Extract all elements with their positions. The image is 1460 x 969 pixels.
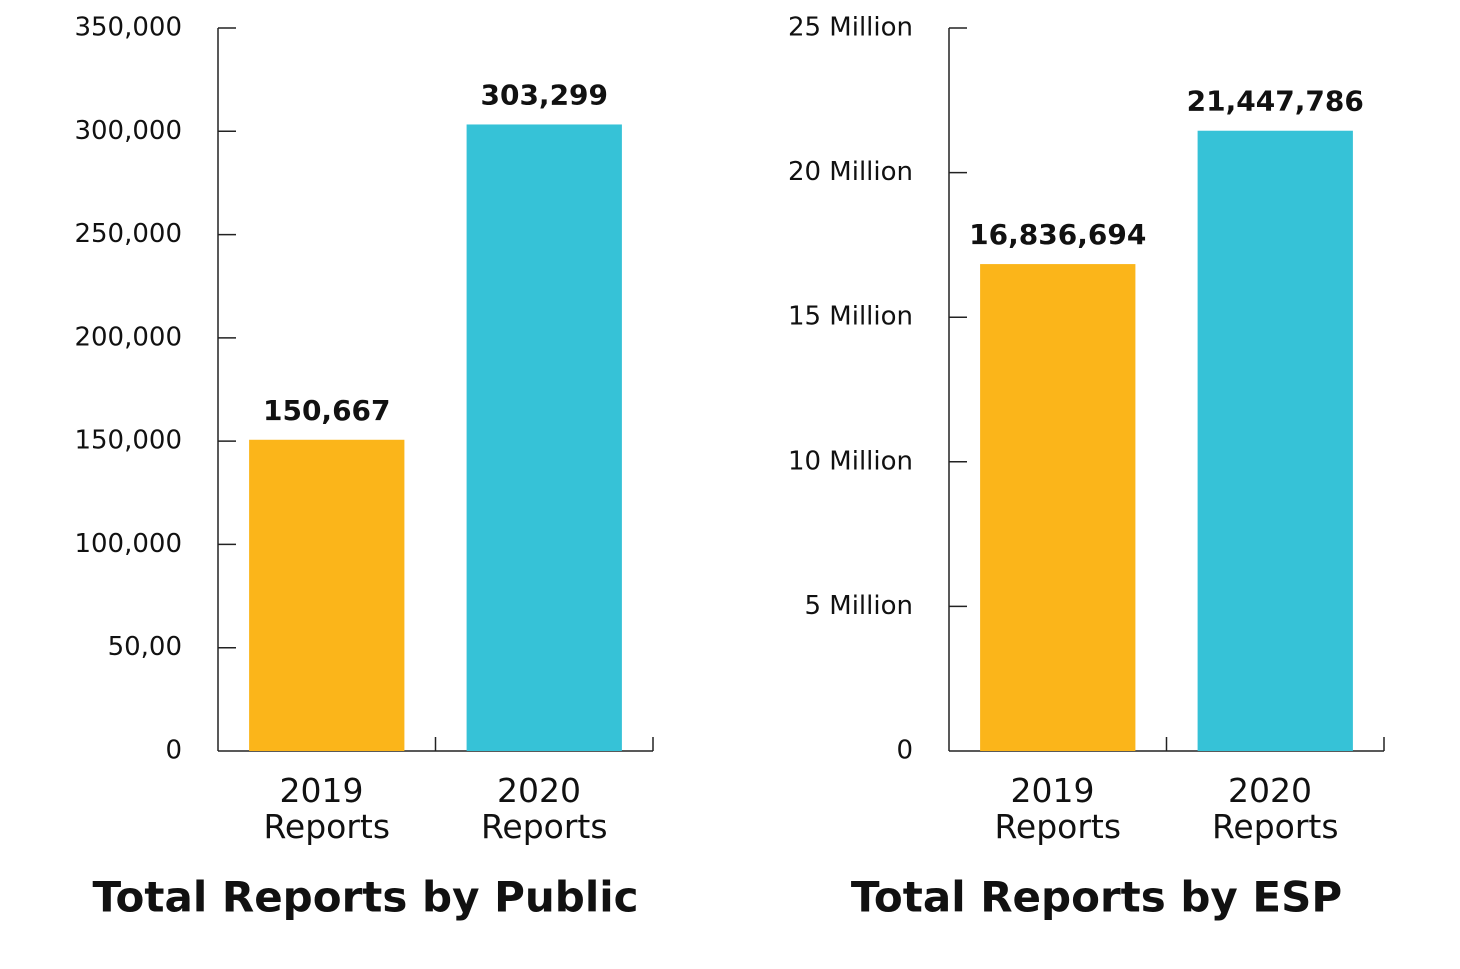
bar bbox=[249, 439, 405, 751]
bar bbox=[466, 124, 622, 751]
value-label: 150,667 bbox=[263, 394, 391, 427]
y-tick-label: 0 bbox=[896, 736, 913, 766]
y-tick-label: 150,000 bbox=[74, 426, 182, 456]
y-tick-label: 300,000 bbox=[74, 116, 182, 146]
y-tick-label: 200,000 bbox=[74, 322, 182, 352]
y-tick-label: 15 Million bbox=[788, 302, 913, 332]
y-tick-label: 25 Million bbox=[788, 13, 913, 43]
bar bbox=[1197, 130, 1353, 751]
x-tick-label: 2020 Reports bbox=[1212, 771, 1339, 846]
chart-title: Total Reports by Public bbox=[92, 873, 638, 922]
y-tick-label: 50,00 bbox=[108, 632, 182, 662]
value-label: 21,447,786 bbox=[1187, 85, 1364, 118]
y-tick-label: 5 Million bbox=[804, 591, 913, 621]
x-tick-label: 2019 Reports bbox=[994, 771, 1121, 846]
x-tick-label: 2019 Reports bbox=[263, 771, 390, 846]
y-tick-label: 350,000 bbox=[74, 13, 182, 43]
chart-title: Total Reports by ESP bbox=[851, 873, 1342, 922]
bar bbox=[980, 264, 1136, 751]
y-tick-label: 250,000 bbox=[74, 219, 182, 249]
y-tick-label: 20 Million bbox=[788, 157, 913, 187]
y-tick-label: 10 Million bbox=[788, 446, 913, 476]
value-label: 16,836,694 bbox=[969, 218, 1146, 251]
value-label: 303,299 bbox=[480, 78, 608, 111]
x-tick-label: 2020 Reports bbox=[481, 771, 608, 846]
y-tick-label: 100,000 bbox=[74, 529, 182, 559]
y-tick-label: 0 bbox=[165, 736, 182, 766]
